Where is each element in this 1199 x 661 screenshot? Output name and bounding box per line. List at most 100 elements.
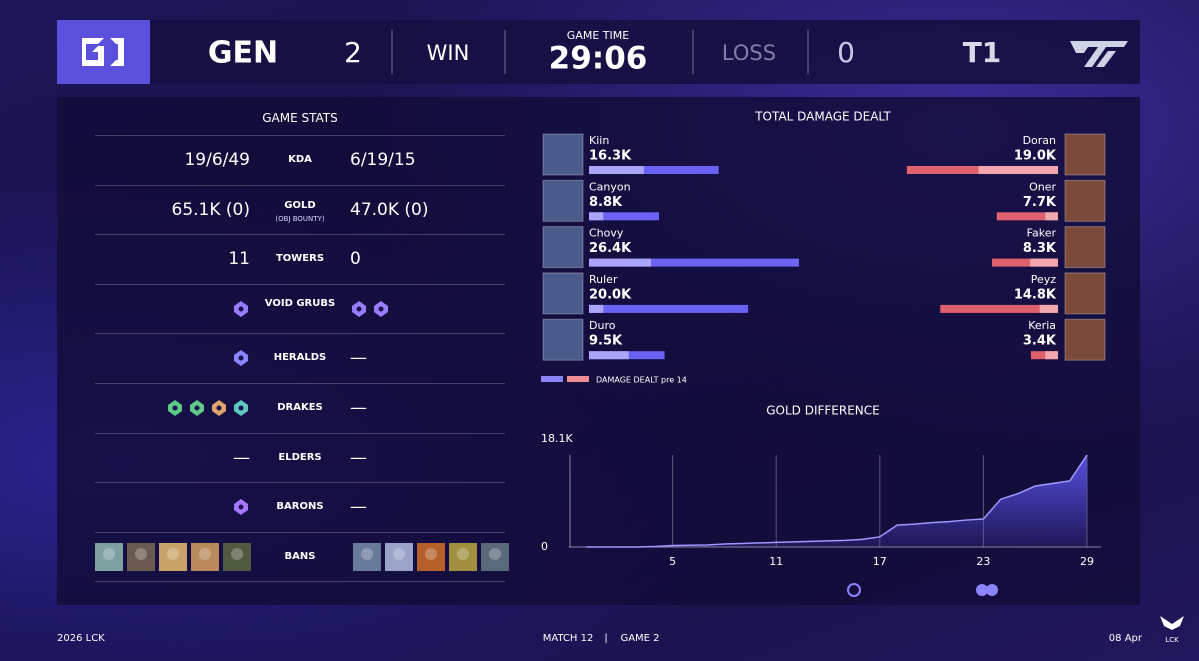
x-tick-label: 29 (1080, 555, 1094, 568)
damage-pre14-bar (1039, 304, 1058, 313)
player-portrait (1064, 179, 1106, 222)
damage-pre14-bar (1045, 351, 1058, 360)
legend-label: DAMAGE DEALT pre 14 (596, 376, 687, 385)
ban-portrait (385, 542, 413, 571)
objective-icon (234, 400, 248, 416)
damage-pre14-bar (589, 304, 604, 313)
ban-portrait (127, 542, 155, 571)
stat-row: BANS (95, 531, 509, 582)
grub-icon (986, 584, 998, 596)
damage-pre14-bar (1045, 212, 1058, 221)
stat-left: — (233, 447, 250, 468)
player-name: Duro (589, 319, 616, 332)
damage-title: TOTAL DAMAGE DEALT (754, 110, 891, 124)
stat-row: DRAKES — (95, 383, 505, 433)
player-name: Kiin (589, 134, 609, 147)
left-icons (232, 300, 250, 318)
legend-swatch (541, 376, 563, 382)
game-time-label: GAME TIME (567, 29, 629, 42)
damage-bar (991, 258, 1058, 267)
ban-portrait (191, 542, 219, 571)
player-name: Faker (1027, 227, 1057, 240)
x-tick-label: 17 (873, 555, 887, 568)
stat-row: ELDERS — — (95, 432, 505, 483)
ban-portrait (95, 542, 123, 571)
team2-score: 0 (837, 36, 855, 69)
stat-row: TOWERS 11 0 (95, 234, 505, 284)
stat-right: — (350, 348, 367, 369)
grub-icon (976, 584, 988, 596)
damage-pre14-bar (978, 166, 1058, 174)
stat-right: — (350, 398, 367, 418)
stat-right: 47.0K (0) (350, 199, 429, 220)
player-portrait (542, 179, 584, 222)
row-divider (95, 581, 505, 583)
stat-right: 0 (350, 249, 361, 270)
stat-row: BARONS — (95, 482, 505, 532)
damage-bar (1030, 351, 1058, 360)
objective-icon (168, 400, 182, 416)
x-tick-label: 23 (976, 555, 990, 568)
footer-game: GAME 2 (620, 633, 659, 644)
area-fill (586, 455, 1087, 547)
player-portrait (542, 226, 584, 269)
stat-label: HERALDS (273, 352, 327, 364)
team1-logo (82, 38, 124, 66)
herald-icon (847, 583, 861, 597)
legend-swatch (567, 376, 589, 382)
footer-separator: | (604, 633, 607, 644)
damage-value: 8.8K (589, 195, 623, 210)
player-portrait (1064, 318, 1106, 361)
damage-bar (589, 212, 659, 221)
damage-value: 8.3K (1023, 241, 1057, 256)
header-bar (57, 20, 1140, 84)
damage-value: 19.0K (1014, 149, 1057, 164)
player-name: Chovy (589, 227, 624, 240)
stat-right: 6/19/15 (350, 150, 416, 170)
stat-left: 11 (228, 249, 250, 270)
ban-portrait (449, 542, 477, 571)
stats-title: GAME STATS (262, 111, 338, 125)
objective-icon (212, 400, 226, 416)
y-tick-label: 18.1K (541, 432, 573, 445)
team1-score: 2 (344, 36, 362, 69)
player-name: Keria (1028, 319, 1056, 332)
stat-label: ELDERS (278, 451, 322, 463)
player-portrait (542, 272, 584, 315)
stat-label: KDA (288, 154, 312, 165)
player-name: Oner (1029, 180, 1056, 193)
game-time: 29:06 (549, 41, 648, 77)
ban-portrait (417, 542, 445, 571)
objective-icon (234, 350, 248, 367)
player-portrait (1064, 272, 1106, 315)
ban-portrait (353, 542, 381, 571)
player-name: Doran (1023, 134, 1056, 147)
stat-sublabel: (OBJ BOUNTY) (275, 214, 325, 223)
stat-right: — (350, 447, 367, 468)
left-icons (166, 399, 250, 417)
stat-left: 19/6/49 (184, 150, 250, 170)
gold-line (586, 454, 1088, 548)
damage-value: 14.8K (1014, 287, 1057, 302)
lck-logo (1160, 616, 1184, 630)
gold-title: GOLD DIFFERENCE (766, 404, 880, 418)
objective-icon (190, 400, 204, 416)
ban-portrait (223, 542, 251, 571)
left-icons (232, 498, 250, 516)
team1-result: WIN (427, 41, 470, 65)
damage-bar (940, 304, 1058, 313)
stat-label: BANS (284, 550, 316, 562)
player-name: Ruler (589, 273, 618, 286)
footer-date: 08 Apr (1109, 633, 1143, 644)
objective-icon (234, 499, 248, 516)
x-tick-label: 5 (669, 555, 676, 568)
objective-icon (374, 300, 388, 317)
stat-left: 65.1K (0) (171, 199, 250, 220)
damage-value: 20.0K (589, 287, 632, 302)
damage-value: 7.7K (1023, 195, 1057, 210)
damage-pre14-bar (1030, 258, 1058, 267)
stat-row: GOLD (OBJ BOUNTY) 65.1K (0) 47.0K (0) (95, 184, 505, 235)
damage-bar (589, 304, 749, 313)
